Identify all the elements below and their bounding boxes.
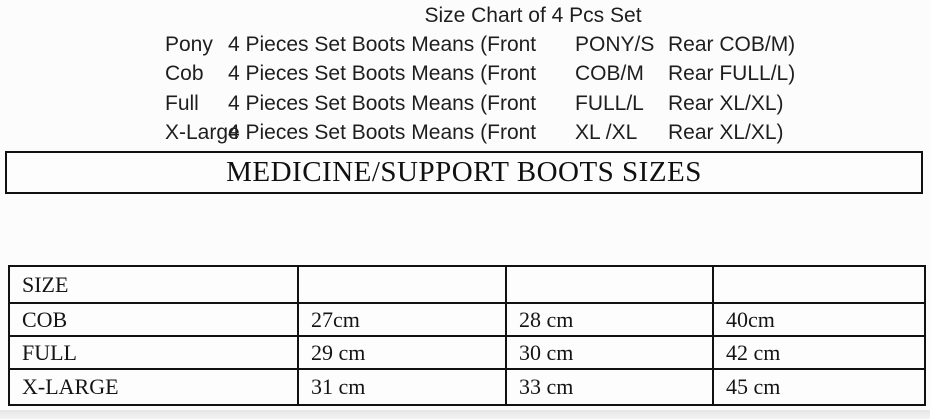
set-rear-size: Rear COB/M)	[668, 32, 796, 56]
row-label: X-LARGE	[8, 368, 299, 406]
header-cell-empty	[712, 265, 926, 304]
set-front-size: FULL/L	[575, 91, 644, 115]
measurement-cell: 31 cm	[297, 368, 507, 406]
set-line-xlarge: X-Large 4 Pieces Set Boots Means (Front …	[165, 119, 795, 149]
measurement-cell: 28 cm	[505, 302, 714, 337]
measurement-cell: 33 cm	[505, 368, 714, 406]
set-size-label: Full	[165, 91, 199, 115]
set-line-full: Full 4 Pieces Set Boots Means (Front FUL…	[165, 89, 795, 119]
header-cell-size: SIZE	[8, 265, 299, 304]
table-header-row: SIZE	[8, 265, 926, 304]
measurement-cell: 30 cm	[505, 335, 714, 370]
sizes-table: SIZE COB 27cm 28 cm 40cm FULL 29 cm 30 c…	[8, 265, 926, 406]
scan-edge-band	[0, 410, 930, 419]
set-description-block: Pony 4 Pieces Set Boots Means (Front PON…	[165, 30, 795, 148]
banner-box: MEDICINE/SUPPORT BOOTS SIZES	[5, 151, 923, 194]
table-row-xlarge: X-LARGE 31 cm 33 cm 45 cm	[8, 368, 926, 406]
page-title: Size Chart of 4 Pcs Set	[424, 4, 642, 27]
row-label: COB	[8, 302, 299, 337]
set-desc-text: 4 Pieces Set Boots Means (Front	[228, 32, 537, 56]
set-front-size: PONY/S	[575, 32, 655, 56]
banner-title: MEDICINE/SUPPORT BOOTS SIZES	[226, 156, 702, 188]
measurement-cell: 27cm	[297, 302, 507, 337]
table-row-full: FULL 29 cm 30 cm 42 cm	[8, 335, 926, 370]
set-desc-text: 4 Pieces Set Boots Means (Front	[228, 121, 537, 145]
header-cell-empty	[505, 265, 714, 304]
set-line-pony: Pony 4 Pieces Set Boots Means (Front PON…	[165, 30, 795, 60]
set-front-size: XL /XL	[575, 121, 638, 145]
table-row-cob: COB 27cm 28 cm 40cm	[8, 302, 926, 337]
set-rear-size: Rear XL/XL)	[668, 121, 784, 145]
measurement-cell: 45 cm	[712, 368, 926, 406]
set-desc-text: 4 Pieces Set Boots Means (Front	[228, 62, 537, 86]
measurement-cell: 40cm	[712, 302, 926, 337]
set-size-label: Cob	[165, 62, 204, 86]
row-label: FULL	[8, 335, 299, 370]
set-line-cob: Cob 4 Pieces Set Boots Means (Front COB/…	[165, 60, 795, 90]
measurement-cell: 29 cm	[297, 335, 507, 370]
set-desc-text: 4 Pieces Set Boots Means (Front	[228, 91, 537, 115]
set-rear-size: Rear FULL/L)	[668, 62, 796, 86]
set-size-label: Pony	[165, 32, 213, 56]
set-size-label: X-Large	[165, 121, 240, 145]
header-cell-empty	[297, 265, 507, 304]
measurement-cell: 42 cm	[712, 335, 926, 370]
set-rear-size: Rear XL/XL)	[668, 91, 784, 115]
set-front-size: COB/M	[575, 62, 644, 86]
